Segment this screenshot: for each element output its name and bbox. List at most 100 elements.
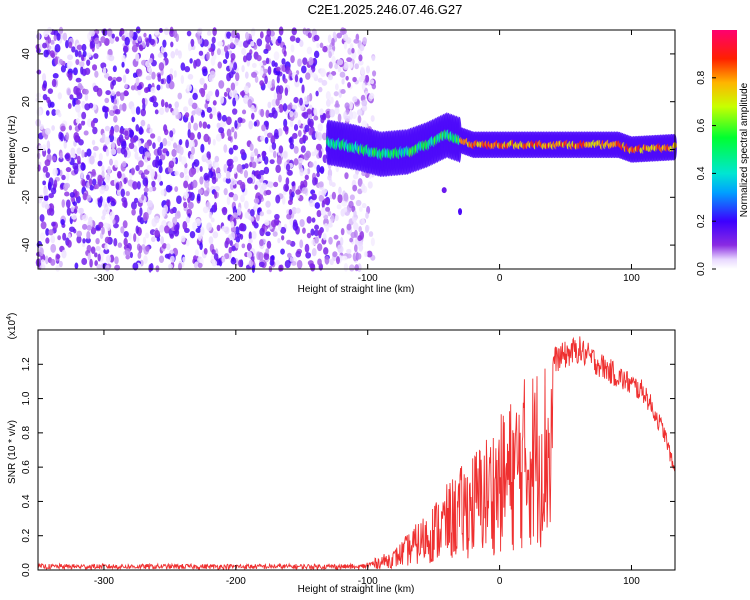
heatmap-cell	[51, 221, 56, 227]
heatmap-cell	[306, 168, 311, 175]
heatmap-cell	[66, 172, 70, 181]
heatmap-cell	[280, 226, 287, 234]
heatmap-cell	[267, 65, 272, 75]
heatmap-cell	[283, 50, 287, 57]
heatmap-cell	[65, 132, 70, 141]
heatmap-cell	[235, 241, 240, 249]
heatmap-cell	[275, 66, 281, 72]
heatmap-cell	[130, 137, 136, 144]
heatmap-cell	[300, 180, 304, 188]
heatmap-cell	[360, 74, 366, 80]
heatmap-cell	[370, 115, 375, 122]
snr-frame	[37, 329, 676, 571]
heatmap-cell	[327, 222, 333, 228]
heatmap-cell	[365, 65, 371, 74]
heatmap-cell	[119, 92, 125, 101]
heatmap-cell	[183, 165, 188, 175]
heatmap-cell	[304, 174, 309, 180]
heatmap-cell	[42, 165, 49, 174]
heatmap-cell	[273, 217, 280, 226]
heatmap-cell	[82, 238, 86, 244]
heatmap-cell	[141, 194, 145, 201]
heatmap-cell	[203, 133, 210, 143]
heatmap-cell	[184, 66, 191, 73]
heatmap-cell	[198, 50, 204, 56]
heatmap-cell	[264, 219, 270, 226]
heatmap-cell	[320, 117, 325, 124]
heatmap-cell	[206, 124, 211, 129]
heatmap-cell	[334, 83, 339, 91]
heatmap-cell	[123, 149, 128, 158]
scale-suffix: )	[7, 313, 18, 316]
heatmap-cell	[90, 120, 95, 129]
heatmap-cell	[94, 183, 100, 190]
heatmap-cell	[74, 49, 79, 58]
heatmap-cell	[226, 31, 232, 39]
heatmap-cell	[311, 72, 317, 78]
heatmap-cell	[157, 146, 162, 156]
heatmap-cell	[121, 54, 126, 64]
heatmap-cell	[364, 251, 368, 258]
heatmap-cell	[233, 131, 238, 140]
heatmap-cell	[344, 172, 349, 180]
heatmap-cell	[278, 85, 284, 95]
heatmap-cell	[138, 160, 144, 168]
heatmap-cell	[42, 80, 48, 89]
heatmap-cell	[278, 145, 284, 154]
heatmap-cell	[213, 253, 219, 261]
heatmap-cell	[225, 116, 232, 126]
heatmap-cell	[259, 67, 264, 77]
heatmap-cell	[302, 227, 306, 234]
y-tick-label: 1.2	[21, 357, 32, 371]
heatmap-cell	[212, 100, 217, 106]
heatmap-cell	[166, 150, 170, 157]
colorbar-tick-label: 0.8	[696, 70, 707, 84]
heatmap-cell	[346, 57, 353, 63]
heatmap-cell	[143, 187, 149, 193]
heatmap-cell	[140, 119, 146, 127]
heatmap-cell	[52, 73, 59, 79]
heatmap-cell	[223, 144, 228, 153]
heatmap-cell	[159, 107, 165, 115]
heatmap-cell	[226, 87, 231, 93]
heatmap-cell	[190, 115, 194, 124]
heatmap-cell	[231, 30, 236, 39]
heatmap-cell	[109, 129, 114, 137]
heatmap-cell	[311, 193, 317, 201]
heatmap-cell	[136, 180, 141, 190]
heatmap-cell	[259, 169, 265, 176]
heatmap-cell	[199, 176, 204, 185]
heatmap-cell	[115, 36, 120, 42]
heatmap-cell	[278, 26, 284, 36]
heatmap-cell	[340, 88, 346, 95]
heatmap-cell	[341, 200, 348, 207]
heatmap-cell	[109, 211, 115, 221]
heatmap-cell	[333, 234, 339, 240]
heatmap-cell	[176, 195, 182, 204]
heatmap-cell	[370, 79, 375, 85]
heatmap-cell	[193, 122, 199, 131]
heatmap-cell	[177, 92, 183, 100]
heatmap-cell	[336, 32, 343, 39]
heatmap-cell	[327, 174, 332, 181]
y-tick-label: 0.2	[21, 528, 32, 542]
heatmap-cell	[62, 232, 67, 241]
heatmap-cell	[36, 108, 42, 117]
heatmap-cell	[230, 257, 237, 265]
heatmap-cell	[116, 147, 123, 154]
heatmap-cell	[243, 85, 250, 95]
heatmap-cell	[154, 229, 160, 238]
heatmap-cell	[322, 45, 328, 53]
heatmap-cell	[208, 236, 214, 245]
heatmap-cell	[119, 104, 123, 111]
heatmap-cell	[306, 216, 312, 224]
heatmap-cell	[332, 251, 338, 258]
heatmap-cell	[94, 260, 98, 267]
heatmap-cell	[327, 210, 332, 217]
heatmap-cell	[42, 73, 47, 82]
heatmap-cell	[146, 164, 152, 172]
heatmap-cell	[200, 143, 205, 153]
heatmap-cell	[230, 52, 236, 61]
heatmap-cell	[104, 125, 110, 132]
heatmap-cell	[83, 88, 89, 95]
